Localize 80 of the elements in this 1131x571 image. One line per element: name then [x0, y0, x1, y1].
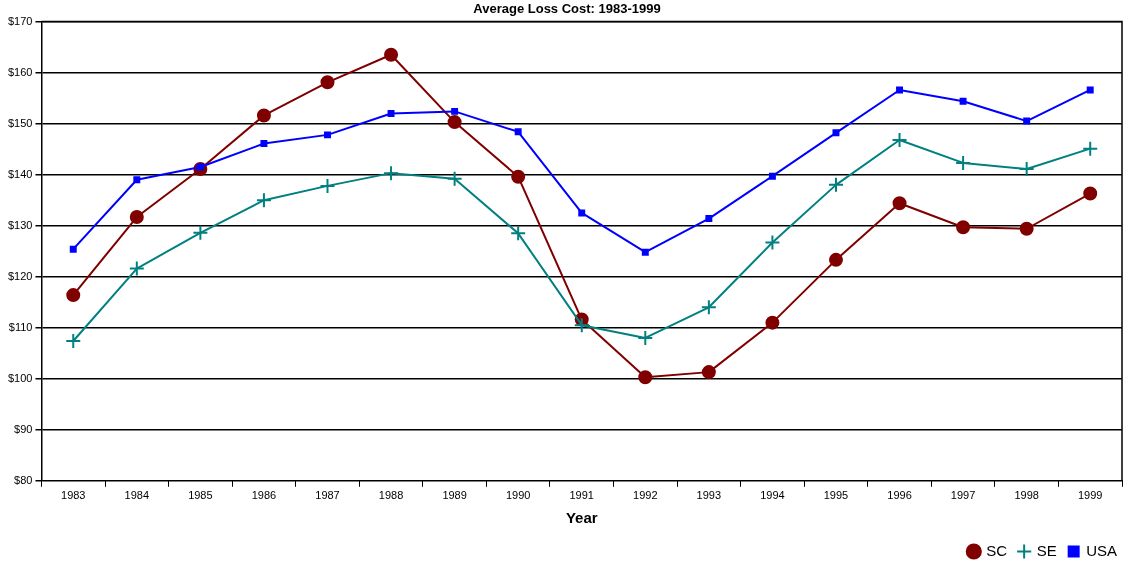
y-tick-label: $90: [14, 422, 33, 435]
point: [1082, 140, 1099, 157]
legend-label: USA: [1086, 541, 1117, 559]
point: [641, 248, 649, 256]
point: [510, 225, 527, 242]
x-tick-label: 1989: [442, 489, 467, 502]
point: [638, 370, 653, 385]
point: [578, 209, 586, 217]
point: [573, 317, 590, 334]
point: [700, 299, 717, 316]
point: [768, 172, 776, 180]
point: [65, 333, 82, 349]
point: [255, 192, 272, 209]
point: [896, 86, 904, 94]
point: [955, 154, 972, 171]
x-tick-label: 1990: [505, 489, 531, 502]
point: [1023, 117, 1031, 125]
point: [383, 165, 400, 182]
point: [701, 365, 716, 380]
y-tick-label: $110: [8, 320, 33, 333]
x-tick-label: 1998: [1014, 489, 1039, 502]
x-tick-label: 1997: [950, 489, 976, 502]
x-tick-label: 1983: [61, 489, 86, 502]
x-tick-label: 1985: [188, 489, 213, 502]
point: [511, 169, 526, 184]
y-tick-label: $120: [7, 269, 33, 282]
y-tick-label: $170: [7, 14, 33, 27]
point: [765, 315, 780, 330]
point: [256, 108, 271, 123]
x-tick-label: 1988: [378, 489, 404, 502]
point: [192, 224, 209, 241]
point: [319, 177, 336, 194]
point: [447, 115, 462, 130]
point: [129, 210, 144, 225]
point: [637, 329, 654, 346]
x-tick-label: 1984: [124, 489, 150, 502]
point: [705, 215, 713, 223]
point: [324, 131, 331, 139]
point: [764, 234, 781, 251]
point: [384, 47, 399, 62]
y-tick-label: $140: [7, 167, 33, 180]
point: [260, 140, 268, 148]
x-tick-label: 1993: [696, 489, 722, 502]
x-tick-label: 1986: [251, 489, 277, 502]
point: [1083, 186, 1098, 201]
point: [451, 107, 459, 115]
x-tick-label: 1987: [315, 489, 340, 502]
x-tick-label: 1996: [887, 489, 912, 502]
x-tick-label: 1999: [1077, 489, 1103, 502]
point: [1019, 221, 1034, 236]
point: [69, 245, 77, 253]
x-tick-label: 1995: [823, 489, 849, 502]
point: [1086, 86, 1094, 94]
point: [514, 128, 522, 136]
point: [892, 196, 907, 211]
chart-title: Average Loss Cost: 1983-1999: [473, 1, 661, 17]
point: [66, 288, 81, 303]
x-axis-title: Year: [565, 509, 598, 527]
y-tick-label: $150: [7, 116, 33, 129]
point: [128, 260, 145, 277]
x-tick-label: 1991: [569, 489, 594, 502]
point: [828, 252, 843, 267]
point: [446, 170, 463, 187]
x-tick-label: 1994: [760, 489, 785, 502]
point: [891, 131, 908, 148]
point: [956, 220, 971, 235]
point: [959, 97, 967, 105]
y-tick-label: $80: [14, 473, 33, 486]
point: [1018, 161, 1035, 178]
y-tick-label: $130: [7, 218, 33, 231]
point: [133, 176, 141, 184]
legend-label: SC: [986, 541, 1008, 559]
y-tick-label: $160: [7, 65, 33, 78]
point: [832, 129, 840, 137]
point: [387, 109, 395, 117]
point: [827, 176, 844, 193]
x-tick-label: 1992: [633, 489, 658, 502]
y-tick-label: $100: [7, 371, 33, 384]
point: [320, 75, 335, 90]
legend-label: SE: [1036, 541, 1057, 559]
